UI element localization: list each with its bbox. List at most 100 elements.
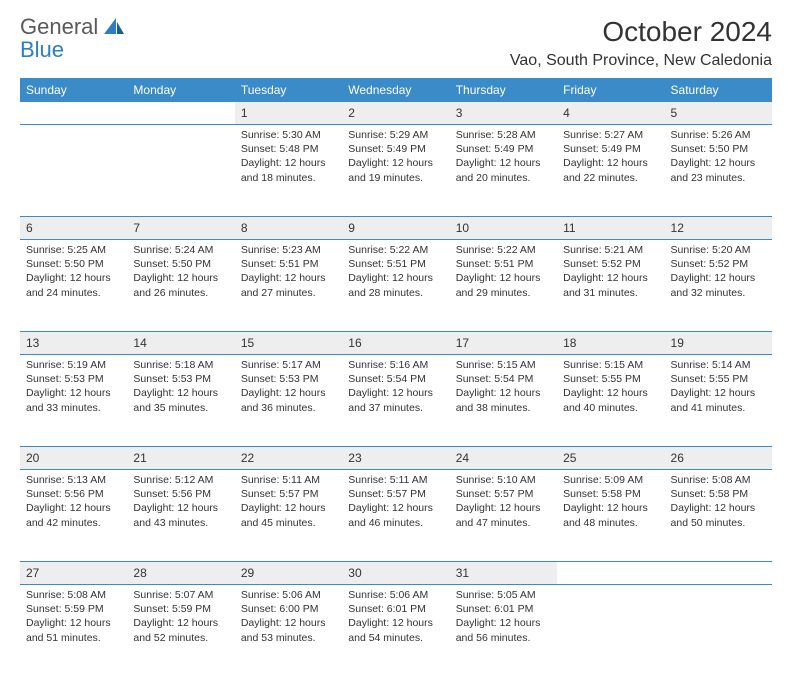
calendar-cell: Sunrise: 5:11 AMSunset: 5:57 PMDaylight:… [342,470,449,562]
calendar-cell: Sunrise: 5:07 AMSunset: 5:59 PMDaylight:… [127,585,234,677]
day-number: 23 [348,451,361,465]
sunset-line: Sunset: 5:54 PM [456,372,551,386]
daylight-line: Daylight: 12 hours and 35 minutes. [133,386,228,414]
daylight-line: Daylight: 12 hours and 31 minutes. [563,271,658,299]
title-block: October 2024 Vao, South Province, New Ca… [510,16,772,70]
daynum-cell: 13 [20,332,127,355]
sunrise-line: Sunrise: 5:22 AM [456,243,551,257]
daynum-cell: 1 [235,102,342,125]
day-number: 17 [456,336,469,350]
sunrise-line: Sunrise: 5:13 AM [26,473,121,487]
sunset-line: Sunset: 5:52 PM [563,257,658,271]
sunrise-line: Sunrise: 5:05 AM [456,588,551,602]
logo-sail-icon [102,16,126,36]
sunrise-line: Sunrise: 5:18 AM [133,358,228,372]
sunrise-line: Sunrise: 5:11 AM [241,473,336,487]
day-number: 27 [26,566,39,580]
daylight-line: Daylight: 12 hours and 41 minutes. [671,386,766,414]
day-number: 12 [671,221,684,235]
day-number: 24 [456,451,469,465]
daynum-cell [665,562,772,585]
calendar-cell: Sunrise: 5:21 AMSunset: 5:52 PMDaylight:… [557,240,664,332]
daynum-cell: 24 [450,447,557,470]
daynum-cell: 19 [665,332,772,355]
daynum-row: 2728293031 [20,562,772,585]
sunset-line: Sunset: 5:53 PM [241,372,336,386]
month-title: October 2024 [510,16,772,48]
sunset-line: Sunset: 5:49 PM [563,142,658,156]
calendar-cell: Sunrise: 5:26 AMSunset: 5:50 PMDaylight:… [665,125,772,217]
daynum-cell: 16 [342,332,449,355]
cell-content: Sunrise: 5:05 AMSunset: 6:01 PMDaylight:… [456,588,551,645]
sunrise-line: Sunrise: 5:08 AM [671,473,766,487]
day-number: 29 [241,566,254,580]
day-number: 1 [241,106,248,120]
sunset-line: Sunset: 5:50 PM [133,257,228,271]
cell-content: Sunrise: 5:12 AMSunset: 5:56 PMDaylight:… [133,473,228,530]
sunrise-line: Sunrise: 5:20 AM [671,243,766,257]
sunrise-line: Sunrise: 5:28 AM [456,128,551,142]
day-number: 19 [671,336,684,350]
daynum-cell: 11 [557,217,664,240]
day-number: 20 [26,451,39,465]
cell-content: Sunrise: 5:15 AMSunset: 5:54 PMDaylight:… [456,358,551,415]
sunrise-line: Sunrise: 5:10 AM [456,473,551,487]
day-number: 7 [133,221,140,235]
day-number: 26 [671,451,684,465]
daylight-line: Daylight: 12 hours and 40 minutes. [563,386,658,414]
sunrise-line: Sunrise: 5:27 AM [563,128,658,142]
daynum-cell: 23 [342,447,449,470]
calendar-cell: Sunrise: 5:15 AMSunset: 5:55 PMDaylight:… [557,355,664,447]
calendar-week-row: Sunrise: 5:30 AMSunset: 5:48 PM Daylight:… [20,125,772,217]
cell-content: Sunrise: 5:11 AMSunset: 5:57 PMDaylight:… [241,473,336,530]
day-number: 10 [456,221,469,235]
sunset-line: Sunset: 5:51 PM [348,257,443,271]
daylight-line: Daylight: 12 hours and 50 minutes. [671,501,766,529]
sunrise-line: Sunrise: 5:21 AM [563,243,658,257]
calendar-cell: Sunrise: 5:08 AMSunset: 5:59 PMDaylight:… [20,585,127,677]
cell-content: Sunrise: 5:08 AMSunset: 5:59 PMDaylight:… [26,588,121,645]
daynum-cell: 17 [450,332,557,355]
sunrise-line: Sunrise: 5:14 AM [671,358,766,372]
sunset-line: Sunset: 5:49 PM [456,142,551,156]
day-header: Saturday [665,78,772,102]
day-header-row: Sunday Monday Tuesday Wednesday Thursday… [20,78,772,102]
sunrise-line: Sunrise: 5:16 AM [348,358,443,372]
daylight-line: Daylight: 12 hours and 20 minutes. [456,156,551,184]
cell-content: Sunrise: 5:22 AMSunset: 5:51 PMDaylight:… [456,243,551,300]
daylight-line: Daylight: 12 hours and 38 minutes. [456,386,551,414]
calendar-cell [557,585,664,677]
daylight-line: Daylight: 12 hours and 53 minutes. [241,616,336,644]
calendar-cell: Sunrise: 5:09 AMSunset: 5:58 PMDaylight:… [557,470,664,562]
sunset-line: Sunset: 5:55 PM [671,372,766,386]
sunrise-line: Sunrise: 5:30 AM [241,128,336,142]
sunrise-line: Sunrise: 5:25 AM [26,243,121,257]
sunrise-line: Sunrise: 5:15 AM [456,358,551,372]
cell-content: Sunrise: 5:14 AMSunset: 5:55 PMDaylight:… [671,358,766,415]
day-header: Tuesday [235,78,342,102]
cell-content: Sunrise: 5:20 AMSunset: 5:52 PMDaylight:… [671,243,766,300]
sunrise-line: Sunrise: 5:24 AM [133,243,228,257]
sunset-line: Sunset: 5:48 PM [241,142,336,156]
daylight-line: Daylight: 12 hours and 36 minutes. [241,386,336,414]
cell-content: Sunrise: 5:22 AMSunset: 5:51 PMDaylight:… [348,243,443,300]
daylight-line: Daylight: 12 hours and 56 minutes. [456,616,551,644]
sunset-line: Sunset: 6:01 PM [456,602,551,616]
daylight-line: Daylight: 12 hours and 45 minutes. [241,501,336,529]
cell-content: Sunrise: 5:23 AMSunset: 5:51 PMDaylight:… [241,243,336,300]
cell-content: Sunrise: 5:15 AMSunset: 5:55 PMDaylight:… [563,358,658,415]
daynum-cell: 31 [450,562,557,585]
day-number: 14 [133,336,146,350]
day-number: 4 [563,106,570,120]
location-subtitle: Vao, South Province, New Caledonia [510,52,772,70]
day-number: 3 [456,106,463,120]
daynum-cell: 22 [235,447,342,470]
calendar-cell: Sunrise: 5:05 AMSunset: 6:01 PMDaylight:… [450,585,557,677]
daylight-line: Daylight: 12 hours and 48 minutes. [563,501,658,529]
daynum-cell: 10 [450,217,557,240]
cell-content: Sunrise: 5:13 AMSunset: 5:56 PMDaylight:… [26,473,121,530]
cell-content: Sunrise: 5:09 AMSunset: 5:58 PMDaylight:… [563,473,658,530]
cell-content: Sunrise: 5:06 AMSunset: 6:00 PMDaylight:… [241,588,336,645]
daylight-line: Daylight: 12 hours and 28 minutes. [348,271,443,299]
daylight-line: Daylight: 12 hours and 37 minutes. [348,386,443,414]
